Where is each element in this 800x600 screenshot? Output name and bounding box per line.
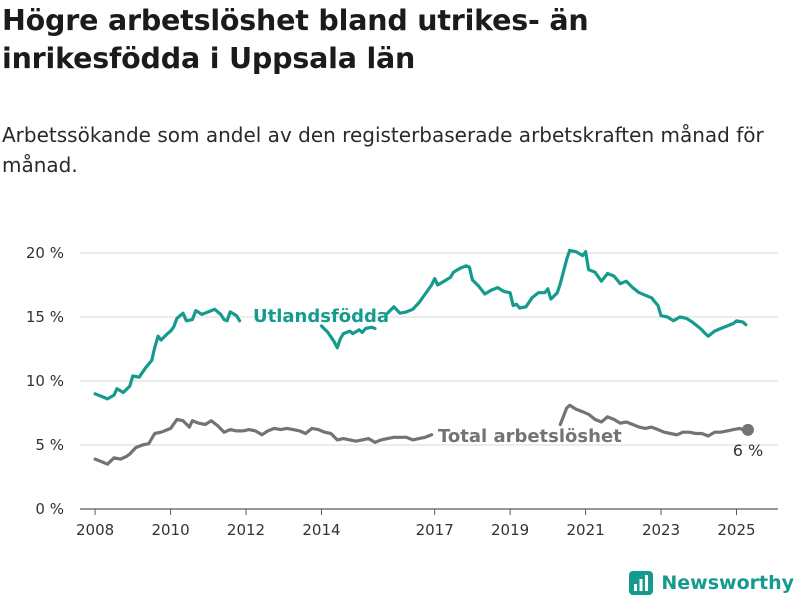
x-axis-ticks: 2008 2010 2012 2014 2017 2019 2021 2023 2025: [76, 509, 756, 539]
x-tick-label: 2014: [302, 521, 340, 539]
chart-title: Högre arbetslöshet bland utrikes- än inr…: [2, 4, 589, 75]
series-label-utlandsfodda: Utlandsfödda: [253, 306, 389, 327]
series-line: [93, 307, 242, 401]
y-tick-label: 20 %: [26, 244, 64, 262]
x-tick-label: 2025: [717, 521, 755, 539]
series-line: [558, 403, 748, 438]
brand-logo: Newsworthy: [629, 568, 794, 598]
series-line: [93, 417, 434, 466]
x-tick-label: 2023: [642, 521, 680, 539]
series-total: [93, 403, 748, 466]
series-label-total: Total arbetslöshet: [438, 426, 622, 447]
y-tick-label: 5 %: [35, 436, 64, 454]
y-axis-ticks: 0 % 5 % 10 % 15 % 20 %: [26, 244, 64, 518]
series-line: [319, 324, 377, 350]
x-tick-label: 2019: [491, 521, 529, 539]
series-utlandsfodda: [93, 248, 748, 401]
series-labels: Utlandsfödda Total arbetslöshet 6 %: [253, 306, 763, 460]
y-tick-label: 0 %: [35, 500, 64, 518]
end-point-marker: [741, 423, 754, 436]
end-value-label: 6 %: [733, 441, 763, 460]
x-tick-label: 2021: [566, 521, 604, 539]
x-tick-label: 2017: [416, 521, 454, 539]
grid-lines: [80, 252, 778, 510]
bar-chart-icon: [629, 571, 654, 595]
series-line: [385, 248, 748, 338]
chart-subtitle: Arbetssökande som andel av den registerb…: [2, 123, 764, 177]
brand-name: Newsworthy: [661, 572, 794, 594]
y-tick-label: 10 %: [26, 372, 64, 390]
x-tick-label: 2012: [227, 521, 265, 539]
series-lines: [93, 248, 748, 466]
y-tick-label: 15 %: [26, 308, 64, 326]
x-tick-label: 2008: [76, 521, 114, 539]
x-tick-label: 2010: [151, 521, 189, 539]
